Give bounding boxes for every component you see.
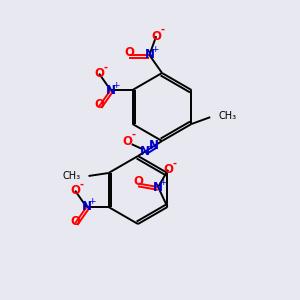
Text: +: +	[159, 178, 167, 187]
Text: O: O	[124, 46, 134, 59]
Text: +: +	[147, 142, 155, 151]
Text: O: O	[134, 175, 143, 188]
Text: +: +	[112, 80, 119, 89]
Text: +: +	[151, 46, 158, 55]
Text: N: N	[149, 139, 159, 152]
Text: O: O	[70, 184, 80, 197]
Text: O: O	[123, 135, 133, 148]
Text: N: N	[82, 200, 92, 214]
Text: -: -	[172, 159, 176, 169]
Text: N: N	[106, 83, 116, 97]
Text: O: O	[70, 215, 80, 228]
Text: N: N	[153, 181, 163, 194]
Text: O: O	[94, 67, 104, 80]
Text: CH₃: CH₃	[62, 171, 81, 181]
Text: N: N	[140, 145, 150, 158]
Text: +: +	[88, 197, 95, 206]
Text: -: -	[79, 180, 83, 190]
Text: -: -	[132, 130, 136, 140]
Text: O: O	[94, 98, 104, 111]
Text: O: O	[151, 30, 161, 43]
Text: -: -	[160, 25, 164, 35]
Text: N: N	[144, 49, 154, 62]
Text: CH₃: CH₃	[218, 111, 236, 121]
Text: -: -	[103, 63, 107, 73]
Text: O: O	[163, 163, 173, 176]
